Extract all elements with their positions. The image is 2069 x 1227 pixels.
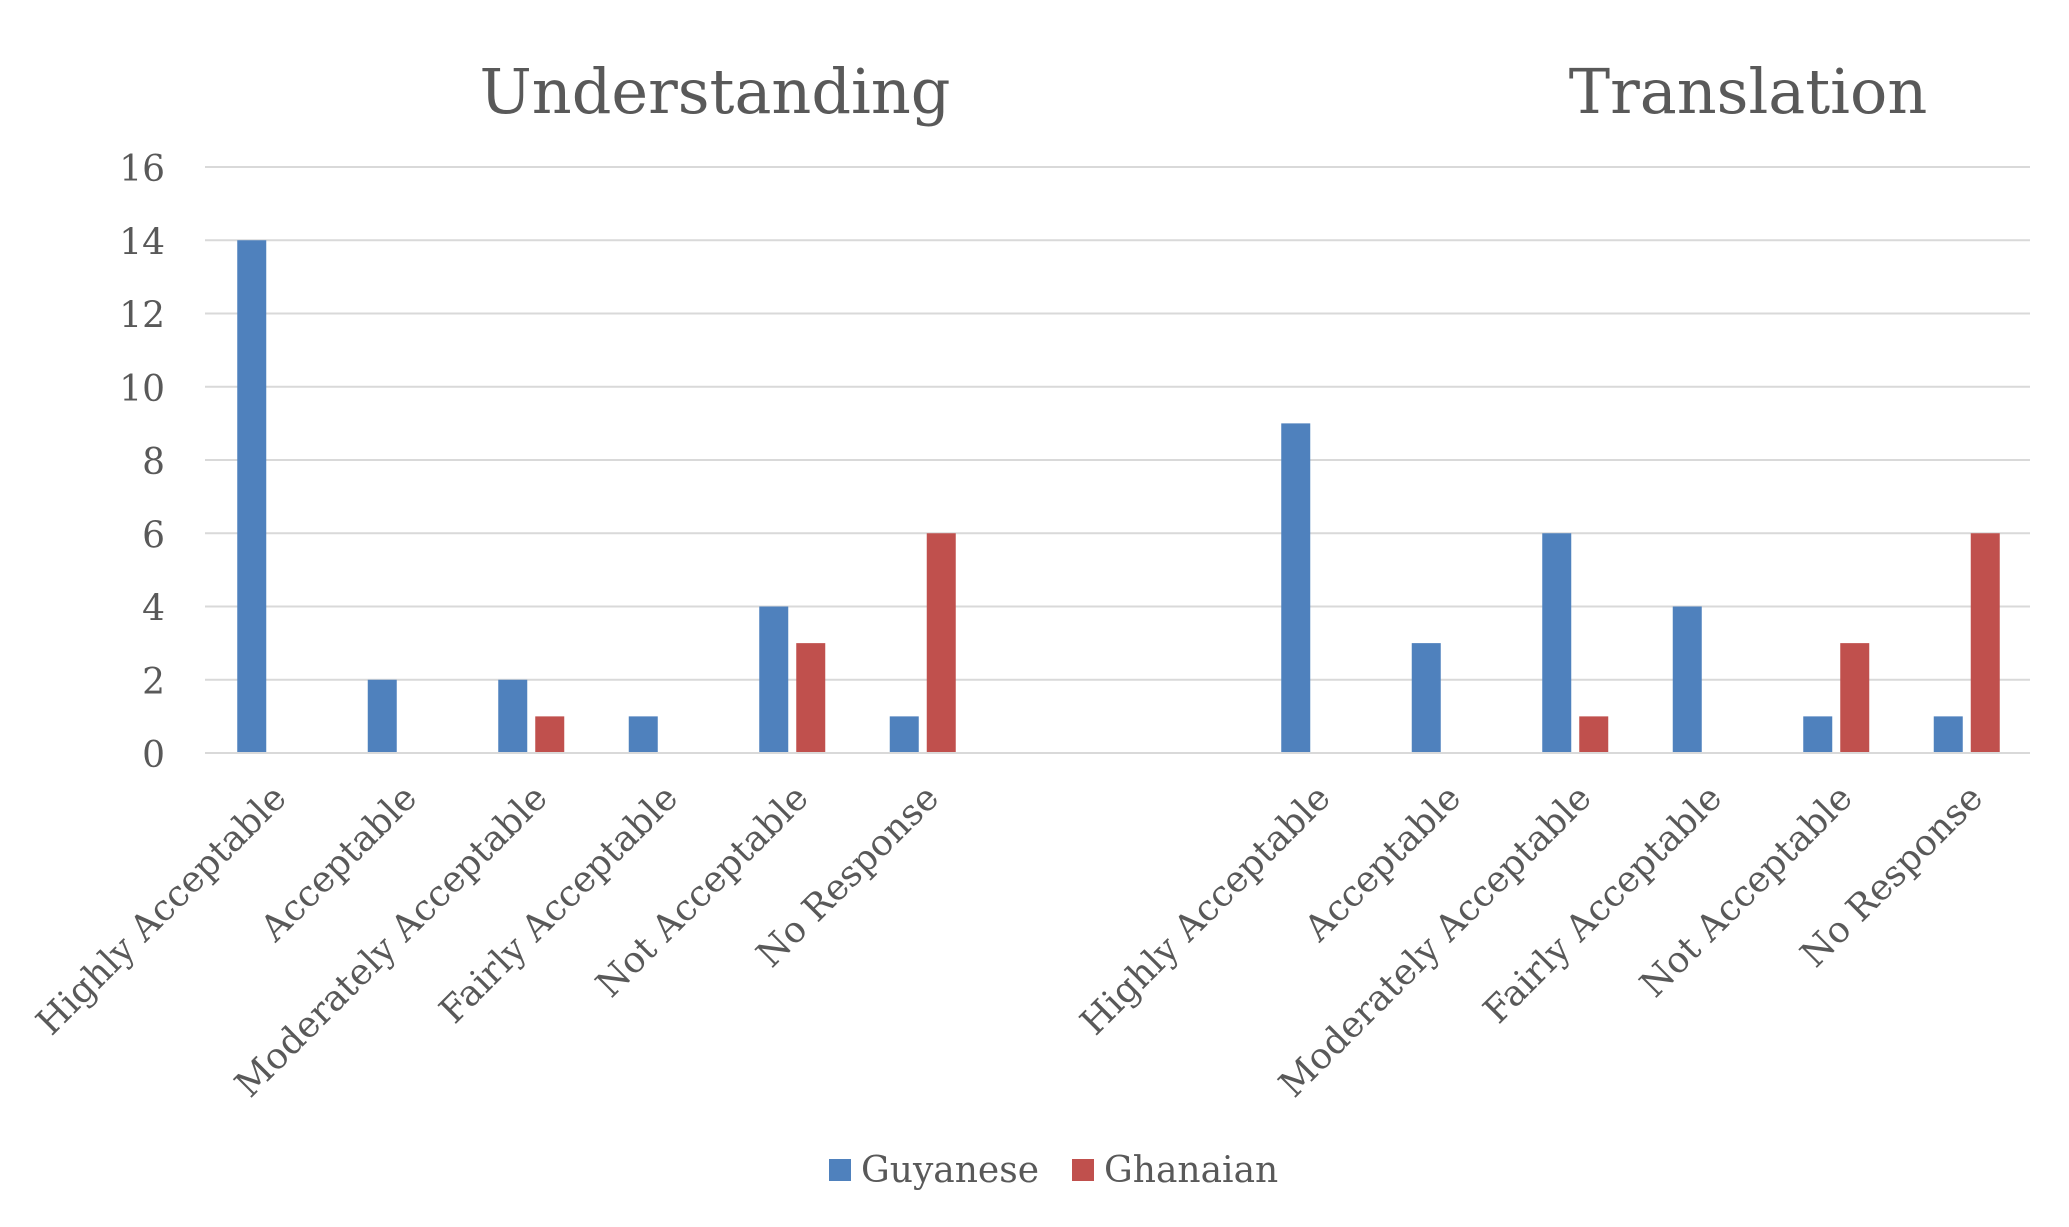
bar-ghanaian bbox=[1579, 716, 1609, 753]
y-tick-label: 0 bbox=[142, 735, 165, 776]
x-tick-label: Fairly Acceptable bbox=[1476, 777, 1730, 1031]
bar-guyanese bbox=[1933, 716, 1963, 753]
legend-label: Guyanese bbox=[861, 1150, 1039, 1191]
bar-ghanaian bbox=[796, 643, 826, 753]
y-tick-label: 2 bbox=[142, 662, 165, 703]
y-axis-ticks: 0 2 4 6 8 10 12 14 16 bbox=[119, 149, 165, 776]
y-tick-label: 16 bbox=[119, 149, 165, 190]
bar-guyanese bbox=[1281, 423, 1311, 753]
bar-ghanaian bbox=[926, 533, 956, 753]
bar-guyanese bbox=[759, 606, 789, 753]
legend-swatch-ghanaian bbox=[1072, 1159, 1094, 1181]
x-tick-label: Fairly Acceptable bbox=[432, 777, 686, 1031]
chart-title: Understanding bbox=[480, 55, 951, 128]
bar-guyanese bbox=[367, 679, 397, 753]
bars bbox=[237, 240, 2000, 753]
y-tick-label: 6 bbox=[142, 515, 165, 556]
y-tick-label: 8 bbox=[142, 442, 165, 483]
bar-guyanese bbox=[1803, 716, 1833, 753]
y-tick-label: 12 bbox=[119, 296, 165, 337]
bar-ghanaian bbox=[1970, 533, 2000, 753]
bar-ghanaian bbox=[1840, 643, 1870, 753]
bar-ghanaian bbox=[535, 716, 565, 753]
legend-label: Ghanaian bbox=[1104, 1150, 1278, 1191]
y-tick-label: 14 bbox=[119, 222, 165, 263]
x-tick-label: Highly Acceptable bbox=[1073, 777, 1339, 1043]
chart-title: Translation bbox=[1569, 55, 1928, 128]
bar-guyanese bbox=[889, 716, 919, 753]
bar-guyanese bbox=[1542, 533, 1572, 753]
bar-guyanese bbox=[628, 716, 658, 753]
bar-guyanese bbox=[498, 679, 528, 753]
gridlines bbox=[205, 166, 2030, 754]
chart-titles: Understanding Translation bbox=[480, 55, 1928, 128]
y-tick-label: 10 bbox=[119, 369, 165, 410]
legend: Guyanese Ghanaian bbox=[829, 1150, 1278, 1191]
x-tick-label: Highly Acceptable bbox=[29, 777, 295, 1043]
y-tick-label: 4 bbox=[142, 589, 165, 630]
legend-swatch-guyanese bbox=[829, 1159, 851, 1181]
bar-guyanese bbox=[1411, 643, 1441, 753]
bar-guyanese bbox=[1672, 606, 1702, 753]
bar-guyanese bbox=[237, 240, 267, 753]
